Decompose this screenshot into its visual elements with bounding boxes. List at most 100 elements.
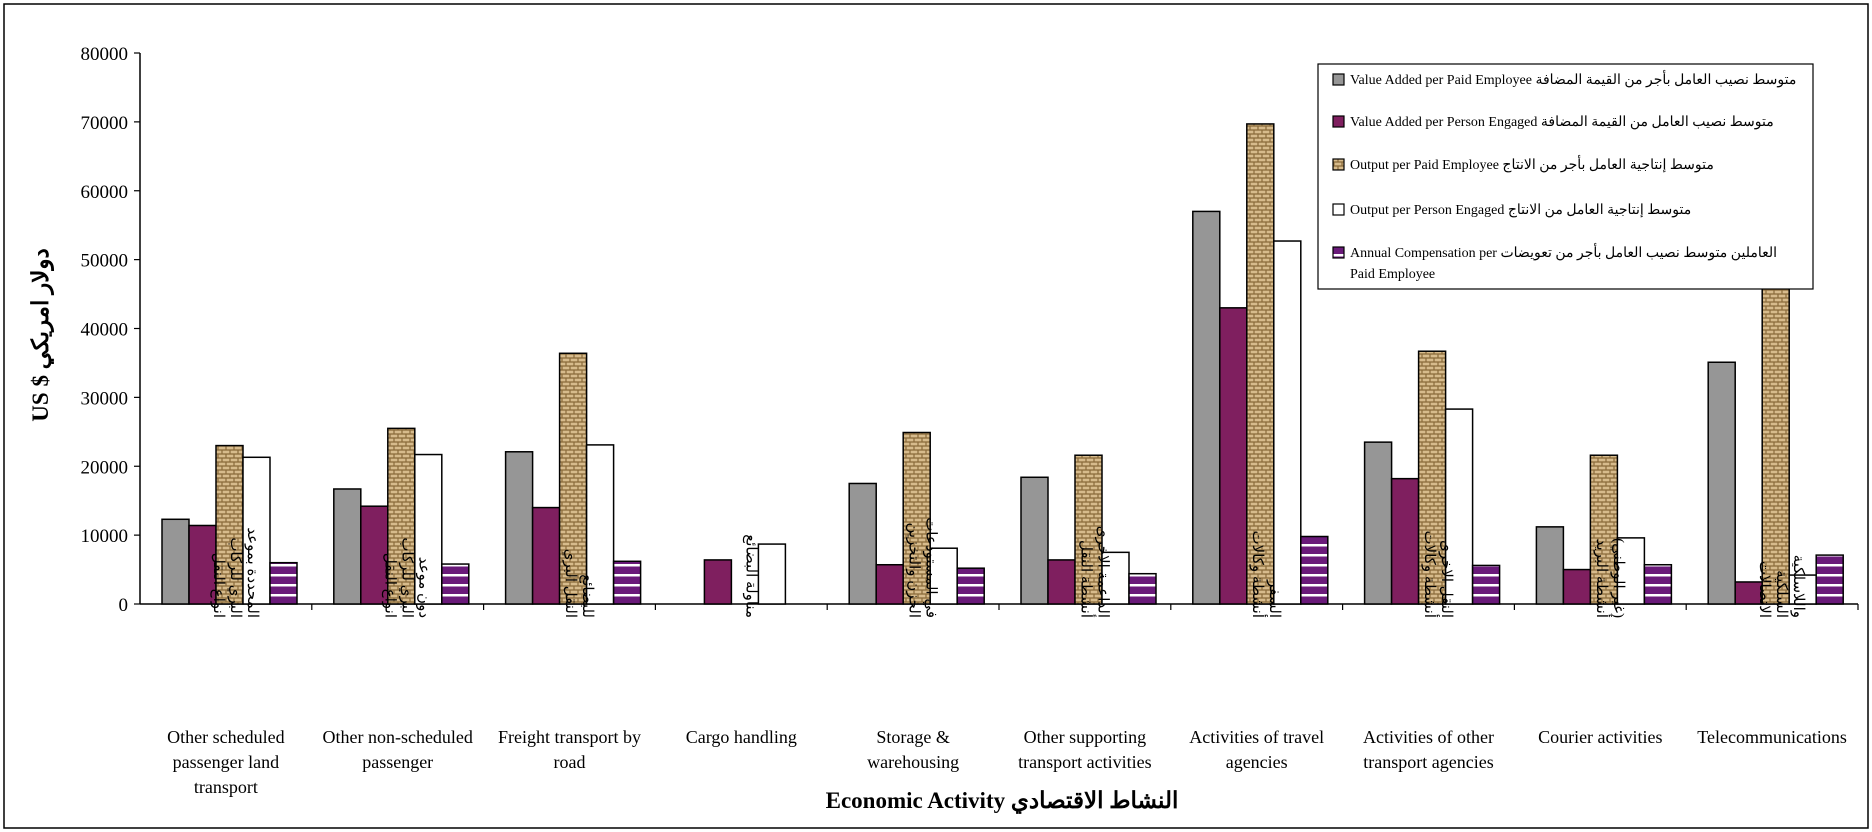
y-tick-label: 40000: [81, 320, 129, 341]
category-label-en-line: transport: [194, 777, 258, 797]
category-label-en-line: Storage &: [876, 727, 950, 747]
category-label-en-line: Freight transport by: [498, 727, 641, 747]
category-label-ar: أنشطة وكالات السفر: [1249, 531, 1282, 618]
category-label-en-line: Other supporting: [1024, 727, 1146, 747]
category-label-ar: الاتصالات السلكية واللاسلكية: [1756, 555, 1806, 618]
bar-5-5: [956, 567, 985, 605]
category-label-en-line: passenger land: [173, 752, 279, 772]
category-label-en: Activities of travel agencies: [1189, 727, 1324, 772]
bar-2-9: [1562, 568, 1592, 605]
category-label-en: Other non-scheduled passenger: [322, 727, 472, 772]
bar-3-1: [215, 444, 244, 605]
category-label-ar-line: المحددة بموعد: [244, 527, 260, 618]
category-label-ar: أنشطة وكالات النقل الاخرى: [1421, 531, 1454, 618]
category-label-en-line: Activities of other: [1363, 727, 1494, 747]
category-label-ar: أنشطة النقل الداعمة الاخرى: [1077, 526, 1110, 618]
bar-5-1: [269, 561, 298, 605]
category-label-en-line: Activities of travel: [1189, 727, 1324, 747]
legend-swatch-1: [1332, 73, 1345, 86]
bar-5-7: [1300, 535, 1329, 605]
x-axis-labels: انواع النقل البري للركاب المحددة بموعدOthe…: [167, 517, 1859, 797]
bar-2-6: [1047, 559, 1076, 605]
category-label-ar-line: أنشطة وكالات: [1249, 531, 1268, 618]
category-label-en: Courier activities: [1538, 727, 1662, 747]
legend-label-3: Output per Paid Employee متوسط إنتاجية ا…: [1350, 154, 1714, 173]
category-label-en: Storage & warehousing: [867, 727, 959, 772]
category-label-en-line: Other non-scheduled: [322, 727, 472, 747]
bar-1-9: [1535, 526, 1565, 605]
y-axis-title: US $ دولار امريكي: [28, 248, 55, 421]
bar-3-9: [1589, 454, 1619, 605]
category-label-ar-line: الداعمة الاخرى: [1094, 526, 1110, 618]
bar-3-6: [1074, 454, 1103, 605]
category-label-en: Other scheduled passenger land transport: [167, 727, 284, 797]
y-tick-label: 10000: [81, 526, 129, 547]
category-label-ar-line: السلكية: [1773, 570, 1789, 618]
category-label-ar-line: واللاسلكية: [1790, 555, 1806, 618]
bar-2-7: [1219, 307, 1248, 605]
category-label-ar-line: انواع النقل: [382, 553, 398, 618]
bar-2-3: [531, 506, 561, 605]
category-label-ar-line: الاتصالات: [1756, 561, 1772, 618]
category-label-en-line: Courier activities: [1538, 727, 1662, 747]
bar-2-1: [188, 524, 217, 605]
category-label-ar-line: مناولة البضائع: [742, 534, 758, 618]
category-label-ar-line: (غير الوطني): [1610, 538, 1626, 618]
category-label-ar-line: البري للركاب: [227, 537, 243, 618]
bar-3-8: [1417, 350, 1447, 605]
category-label-ar-line: أنشطة البريد: [1593, 539, 1612, 618]
bar-1-7: [1192, 210, 1221, 605]
category-label-ar: أنشطة البريد (غير الوطني): [1593, 538, 1626, 618]
category-label-ar-line: في المستودعات: [923, 517, 939, 618]
legend-swatch-4: [1332, 203, 1345, 216]
category-label-en-line: passenger: [362, 752, 433, 772]
category-label-ar-line: النقل الاخرى: [1438, 540, 1454, 618]
bar-3-5: [902, 431, 931, 605]
bar-1-1: [161, 518, 190, 605]
category-label-ar-line: أنشطة النقل: [1077, 540, 1096, 618]
y-tick-label: 0: [119, 595, 129, 616]
y-tick-label: 60000: [81, 182, 129, 203]
bar-4-8: [1444, 408, 1474, 605]
bars: [161, 123, 1844, 605]
category-label-ar: الخزن والتخزين في المستودعات: [906, 517, 939, 618]
bar-1-8: [1363, 441, 1393, 605]
category-label-ar: النقل البري للبضائع: [562, 549, 595, 618]
bar-2-4: [703, 559, 733, 605]
bar-1-3: [504, 451, 534, 605]
bar-5-2: [441, 563, 470, 605]
bar-3-2: [387, 427, 416, 605]
category-label-ar-line: الخزن والتخزين: [906, 522, 922, 618]
bar-4-3: [585, 444, 615, 605]
bar-3-3: [558, 352, 588, 605]
category-label-en: Telecommunications: [1697, 727, 1847, 747]
legend-swatch-2: [1332, 115, 1345, 128]
legend-label-4: Output per Person Engaged متوسط إنتاجية …: [1350, 203, 1691, 218]
category-label-en-line: agencies: [1226, 752, 1288, 772]
y-tick-label: 70000: [81, 113, 129, 134]
category-label-ar-line: دون موعد: [416, 557, 432, 618]
category-label-en-line: Cargo handling: [686, 727, 797, 747]
bar-3-10: [1761, 258, 1790, 605]
bar-1-2: [333, 488, 362, 605]
bar-2-8: [1390, 477, 1420, 605]
category-label-en-line: Other scheduled: [167, 727, 284, 747]
legend-label-5: Annual Compensation per العاملين متوسط ن…: [1350, 242, 1777, 261]
category-label-ar-line: النقل البري: [562, 549, 578, 618]
bar-4-4: [757, 543, 787, 605]
category-label-en: Cargo handling: [686, 727, 797, 747]
category-label-en-line: transport agencies: [1363, 752, 1493, 772]
bar-4-1: [242, 456, 271, 605]
bar-4-7: [1273, 240, 1302, 605]
legend: Value Added per Paid Employee متوسط نصيب…: [1317, 63, 1814, 290]
bar-5-8: [1471, 564, 1501, 605]
category-label-en-line: transport activities: [1018, 752, 1151, 772]
legend-swatch-5: [1332, 246, 1345, 259]
category-label-en: Activities of other transport agencies: [1363, 727, 1494, 772]
y-tick-label: 50000: [81, 251, 129, 272]
x-axis-title: Economic Activity النشاط الاقتصادي: [826, 788, 1179, 815]
bar-1-5: [848, 482, 877, 605]
bar-1-10: [1707, 361, 1736, 605]
category-label-ar-line: البري للركاب: [399, 537, 415, 618]
